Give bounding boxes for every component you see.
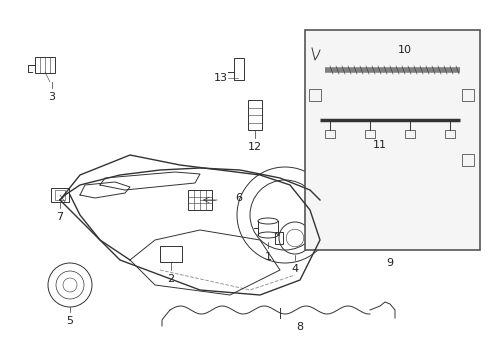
Bar [325, 130, 334, 138]
Bar [461, 89, 473, 101]
Bar [51, 188, 69, 202]
Text: 11: 11 [372, 140, 386, 150]
Bar [364, 130, 374, 138]
Text: 1: 1 [264, 252, 271, 262]
Bar [234, 58, 244, 80]
Bar [247, 100, 262, 130]
Bar [444, 130, 454, 138]
Bar [55, 190, 65, 200]
Bar [274, 232, 283, 244]
Text: 4: 4 [291, 264, 298, 274]
Bar [35, 57, 55, 73]
Bar [461, 154, 473, 166]
Text: 6: 6 [235, 193, 242, 203]
Text: 7: 7 [56, 212, 63, 222]
Text: 10: 10 [397, 45, 411, 55]
Text: 9: 9 [386, 258, 393, 268]
Text: 5: 5 [66, 316, 73, 326]
Text: 2: 2 [167, 274, 174, 284]
Bar [305, 30, 479, 250]
Bar [404, 130, 414, 138]
Text: 13: 13 [214, 73, 227, 83]
Text: 8: 8 [296, 322, 303, 332]
Text: 12: 12 [247, 142, 262, 152]
Text: 3: 3 [48, 92, 55, 102]
Bar [160, 246, 182, 262]
Bar [187, 190, 212, 210]
Bar [308, 89, 320, 101]
